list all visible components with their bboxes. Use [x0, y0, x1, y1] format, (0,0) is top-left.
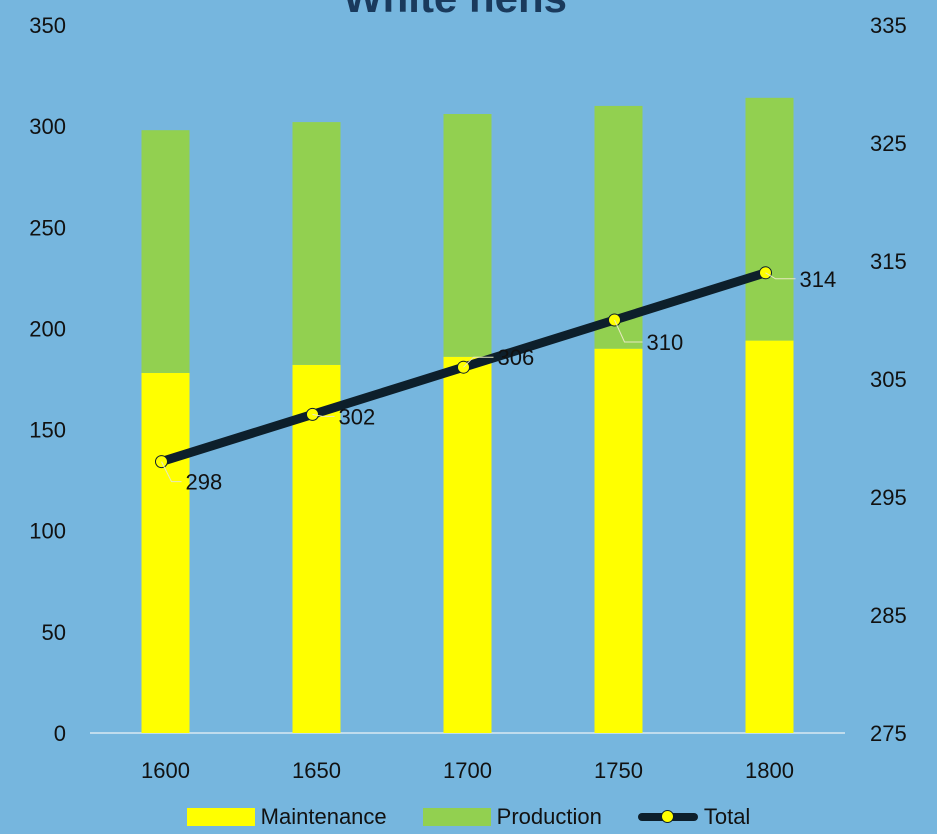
legend: Maintenance Production Total	[0, 800, 937, 834]
left-axis-tick: 250	[29, 215, 66, 240]
bar-maintenance	[443, 356, 492, 733]
chart: White hens 0 50 100 150 200 250 300 350 275 285 29…	[29, 0, 906, 783]
bar-production	[141, 130, 190, 373]
x-axis-tick: 1600	[141, 758, 190, 783]
right-axis-tick: 325	[870, 131, 907, 156]
bar-maintenance	[745, 340, 794, 733]
left-axis-tick: 200	[29, 316, 66, 341]
legend-swatch-production	[422, 808, 491, 826]
bar-maintenance	[292, 364, 341, 733]
legend-swatch-total	[637, 808, 698, 826]
data-label-leader	[312, 413, 335, 417]
data-label-leader	[765, 272, 796, 280]
right-axis-tick: 305	[870, 367, 907, 392]
data-label-leader	[614, 319, 643, 343]
right-axis-tick: 315	[870, 249, 907, 274]
data-label: 306	[498, 345, 535, 370]
legend-item-total[interactable]: Total	[637, 804, 751, 830]
chart-title: White hens	[343, 0, 567, 21]
left-axis-tick: 300	[29, 114, 66, 139]
x-axis-tick: 1800	[745, 758, 794, 783]
left-axis-tick: 100	[29, 519, 66, 544]
bar-production	[594, 105, 643, 349]
x-axis-tick: 1700	[443, 758, 492, 783]
bar-maintenance	[141, 372, 190, 733]
left-axis-tick: 150	[29, 418, 66, 443]
data-label-leader	[463, 356, 494, 368]
legend-label-production: Production	[496, 804, 602, 829]
data-label-leader	[161, 461, 182, 483]
data-label: 314	[800, 267, 837, 292]
left-axis-tick: 0	[54, 721, 66, 746]
legend-item-maintenance[interactable]: Maintenance	[186, 804, 387, 830]
right-axis-tick: 335	[870, 13, 907, 38]
plot-area: 0 50 100 150 200 250 300 350 275 285 295 305 315 325 3…	[29, 13, 906, 783]
bar-maintenance	[594, 348, 643, 733]
left-axis-tick: 50	[42, 620, 66, 645]
x-axis-tick: 1650	[292, 758, 341, 783]
data-label: 298	[186, 470, 223, 495]
left-axis-tick: 350	[29, 13, 66, 38]
bar-production	[443, 114, 492, 357]
legend-label-total: Total	[703, 804, 751, 829]
bar-production	[745, 97, 794, 341]
right-axis-tick: 295	[870, 485, 907, 510]
legend-swatch-maintenance	[186, 808, 255, 826]
right-axis-tick: 285	[870, 603, 907, 628]
bar-production	[292, 122, 341, 365]
legend-item-production[interactable]: Production	[422, 804, 602, 830]
right-axis-tick: 275	[870, 721, 907, 746]
data-label: 302	[339, 404, 376, 429]
legend-label-maintenance: Maintenance	[260, 804, 387, 829]
x-axis-tick: 1750	[594, 758, 643, 783]
data-label: 310	[647, 330, 684, 355]
